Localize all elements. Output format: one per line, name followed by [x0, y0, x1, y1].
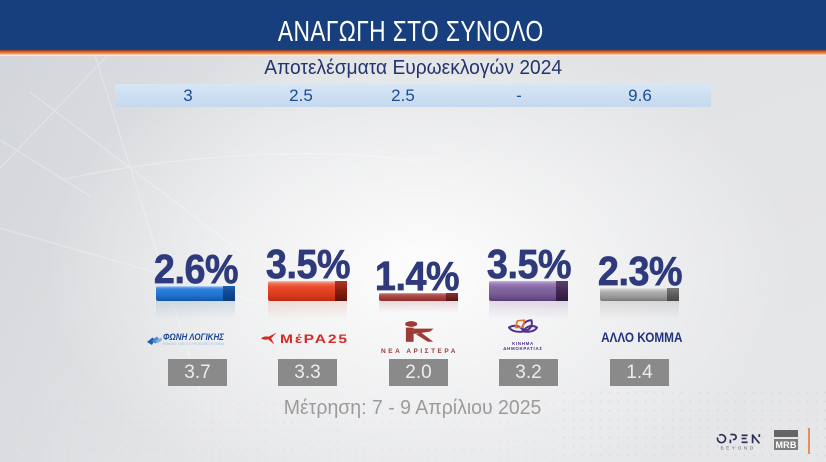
svg-text:BEYOND: BEYOND	[720, 445, 755, 450]
